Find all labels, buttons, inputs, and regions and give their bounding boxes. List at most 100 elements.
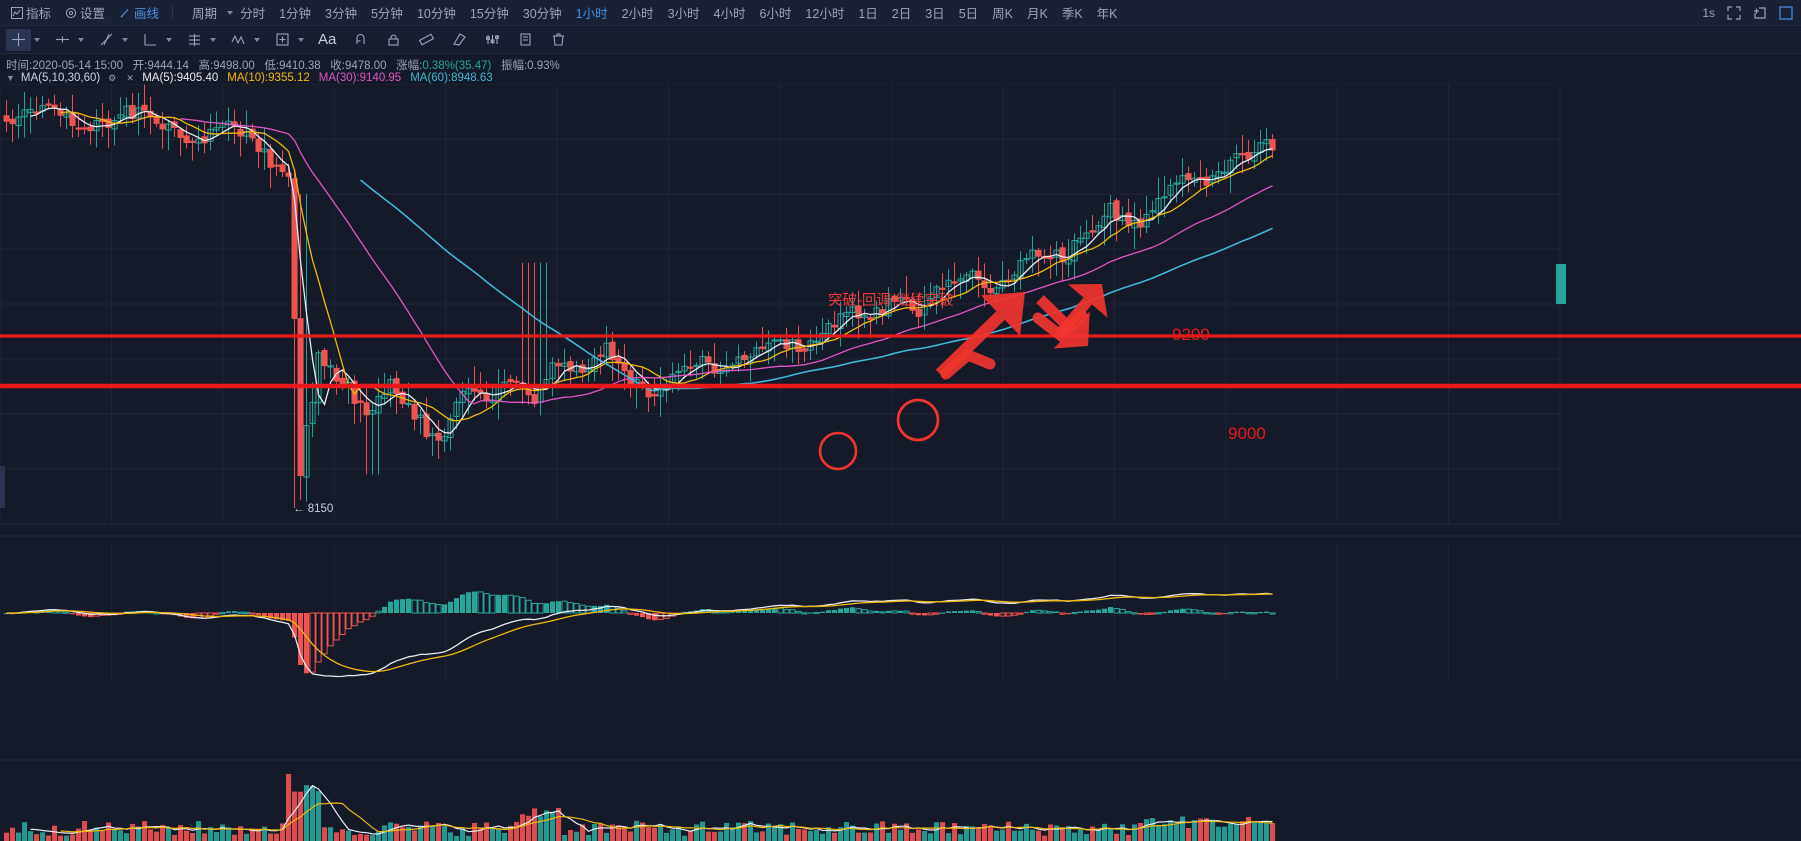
low-price-marker: ← 8150 <box>293 503 333 515</box>
period-12[interactable]: 12小时 <box>805 7 845 21</box>
chevron-down-icon[interactable] <box>227 10 234 15</box>
ohlc-high-label: 高: <box>198 60 214 72</box>
hide-drawings-icon <box>520 33 531 46</box>
period-5[interactable]: 15分钟 <box>469 7 509 21</box>
ohlc-change-label: 涨幅: <box>396 60 423 72</box>
chart-area[interactable]: 9200 9000 突破-回调-继续突破 ← 8150 <box>0 84 1801 841</box>
ma30-line <box>180 118 1273 405</box>
angle-tool[interactable] <box>138 29 163 51</box>
crosshair-tool-chevron-down-icon[interactable] <box>34 37 40 42</box>
annotation-circle-1[interactable] <box>818 431 858 471</box>
period-3[interactable]: 5分钟 <box>370 7 403 21</box>
lock-tool[interactable] <box>381 29 406 51</box>
delete-drawings-tool[interactable] <box>546 29 571 51</box>
horizontal-line-tool[interactable] <box>50 29 75 51</box>
wave-tool-chevron-down-icon[interactable] <box>254 37 260 42</box>
drawing-toolbar: Aa <box>0 26 1801 54</box>
indicators-button[interactable]: 指标 <box>6 0 56 25</box>
trendline-tool-chevron-down-icon[interactable] <box>122 37 128 42</box>
ohlc-high-value: 9498.00 <box>213 60 255 72</box>
period-2[interactable]: 3分钟 <box>325 7 357 21</box>
price-level-label-9200: 9200 <box>1172 325 1210 344</box>
period-18[interactable]: 月K <box>1026 7 1048 21</box>
current-price-tag <box>1556 264 1566 304</box>
parallel-channel-tool[interactable] <box>182 29 207 51</box>
snapshot-icon[interactable] <box>1753 6 1767 20</box>
period-17[interactable]: 周K <box>992 7 1013 21</box>
period-10[interactable]: 4小时 <box>713 7 746 21</box>
draw-button[interactable]: 画线 <box>114 0 164 25</box>
candlestick-series <box>3 84 1276 508</box>
horizontal-line-tool-chevron-down-icon[interactable] <box>78 37 84 42</box>
period-list: 周期 分时 1分钟 3分钟 5分钟 10分钟 15分钟 30分钟 1小时 2小时 3小时 4小时 6小… <box>185 0 1124 25</box>
eraser-icon <box>453 33 467 46</box>
period-20[interactable]: 年K <box>1096 7 1118 21</box>
top-period-bar: 指标 设置 画线 周期 分时 1分钟 3分钟 5分钟 10分钟 15分钟 30分钟 1小时 2小… <box>0 0 1801 26</box>
angle-tool-chevron-down-icon[interactable] <box>166 37 172 42</box>
wave-icon <box>231 34 245 45</box>
annotation-circle-2[interactable] <box>896 398 940 442</box>
ohlc-low-value: 9410.38 <box>279 60 321 72</box>
period-1[interactable]: 1分钟 <box>279 7 312 21</box>
draw-label: 画线 <box>134 7 160 21</box>
ruler-tool[interactable] <box>414 29 439 51</box>
ma10-line <box>60 111 1273 422</box>
magnet-icon <box>356 33 365 44</box>
parallel-channel-tool-chevron-down-icon[interactable] <box>210 37 216 42</box>
eraser-tool[interactable] <box>447 29 472 51</box>
text-tool[interactable]: Aa <box>314 29 340 51</box>
period-14[interactable]: 2日 <box>891 7 912 21</box>
price-level-label-9000: 9000 <box>1228 424 1266 443</box>
period-4[interactable]: 10分钟 <box>416 7 456 21</box>
parallel-channel-icon <box>189 34 200 46</box>
period-15[interactable]: 3日 <box>925 7 945 21</box>
ma-settings-icon[interactable]: ⚙ <box>108 72 117 83</box>
ohlc-low-label: 低: <box>264 60 280 72</box>
crosshair-tool[interactable] <box>6 28 31 51</box>
fullscreen-icon[interactable] <box>1727 6 1741 20</box>
period-6[interactable]: 30分钟 <box>522 7 562 21</box>
indicators-label: 指标 <box>26 7 52 21</box>
left-edge-marker <box>0 466 5 508</box>
delete-drawings-icon <box>553 33 565 46</box>
pencil-icon <box>120 8 129 18</box>
fib-box-tool[interactable] <box>270 29 295 51</box>
magnet-tool[interactable] <box>348 29 373 51</box>
trendline-tool[interactable] <box>94 29 119 51</box>
ohlc-info-row: 时间:2020-05-14 15:00 开:9444.14 高:9498.00 … <box>6 57 560 73</box>
period-13[interactable]: 1日 <box>858 7 878 21</box>
period-11[interactable]: 6小时 <box>759 7 792 21</box>
macd-dea-line <box>6 593 1273 673</box>
wave-tool[interactable] <box>226 29 251 51</box>
period-8[interactable]: 2小时 <box>621 7 654 21</box>
fib-box-icon <box>276 33 289 46</box>
period-19[interactable]: 季K <box>1061 7 1083 21</box>
fib-box-tool-chevron-down-icon[interactable] <box>298 37 304 42</box>
ohlc-close-value: 9478.00 <box>344 60 387 72</box>
hide-drawings-tool[interactable] <box>513 29 538 51</box>
period-9[interactable]: 3小时 <box>667 7 700 21</box>
period-7[interactable]: 1小时 <box>575 7 608 21</box>
ma-value-1: MA(10):9355.12 <box>227 72 310 84</box>
ohlc-open-label: 开: <box>132 60 148 72</box>
ma60-line <box>360 179 1273 392</box>
refresh-rate-label[interactable]: 1s <box>1702 6 1715 20</box>
ohlc-change-value: 0.38%(35.47) <box>422 60 492 72</box>
annotation-trend-stroke-1[interactable] <box>940 348 996 380</box>
chart-canvas[interactable]: 9200 9000 突破-回调-继续突破 ← 8150 <box>0 84 1801 841</box>
annotation-headline: 突破-回调-继续突破 <box>828 292 954 309</box>
expand-panel-icon[interactable] <box>1779 6 1793 20</box>
period-group-label[interactable]: 周期 <box>192 7 218 21</box>
ma-close-icon[interactable]: ✕ <box>126 72 134 83</box>
settings-sliders-tool[interactable] <box>480 29 505 51</box>
ohlc-time-value: 2020-05-14 15:00 <box>32 60 124 72</box>
ma-value-2: MA(30):9140.95 <box>318 72 402 84</box>
volume-ma10-line <box>60 802 1273 833</box>
collapse-ma-icon[interactable]: ▼ <box>6 73 15 83</box>
period-0[interactable]: 分时 <box>240 7 266 21</box>
ohlc-close-label: 收: <box>330 60 345 72</box>
period-16[interactable]: 5日 <box>958 7 979 21</box>
ruler-icon <box>419 33 435 46</box>
settings-button[interactable]: 设置 <box>60 0 110 25</box>
annotation-trend-stroke-2[interactable] <box>1032 310 1088 343</box>
